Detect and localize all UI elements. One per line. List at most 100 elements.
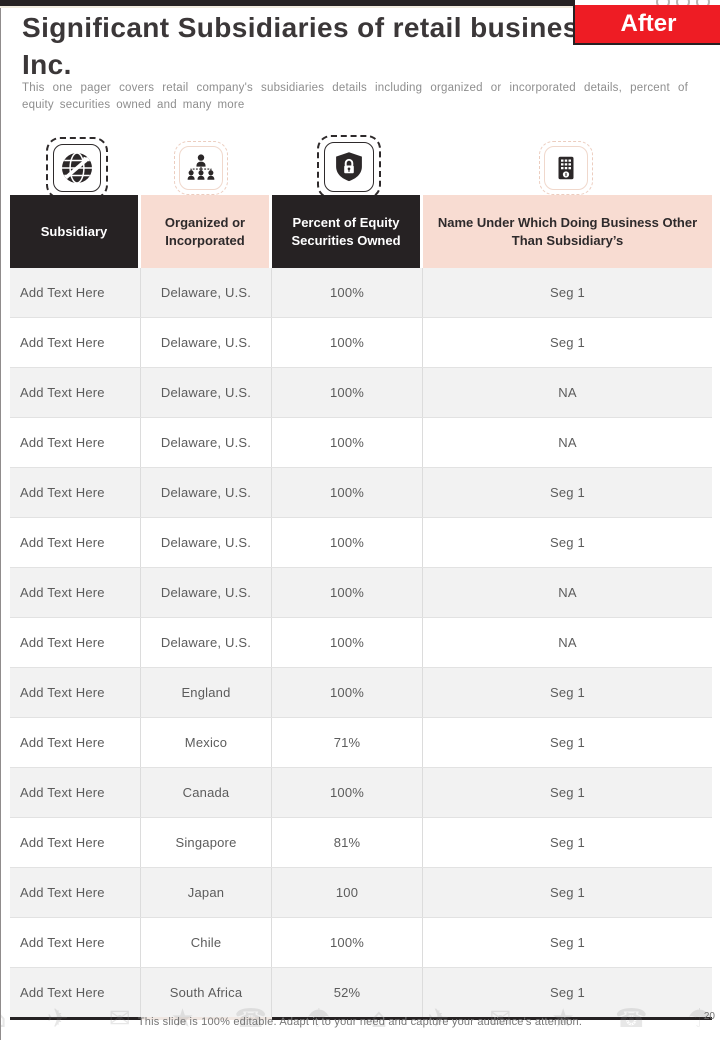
table-row: Add Text Here Delaware, U.S. 100% Seg 1	[10, 317, 712, 367]
cell-subsidiary-placeholder[interactable]: Add Text Here	[10, 918, 141, 967]
cell-subsidiary-placeholder[interactable]: Add Text Here	[10, 718, 141, 767]
watermark-icons: ⌂ ✈ ✉ ★ ☎ ☂ ⌂ ✈ ✉ ★ ☎ ☂ ⌂ ✈ ✉ ★ ☎ ☂ ⌂ ✈	[0, 1004, 720, 1034]
cell-percent: 100%	[272, 368, 423, 417]
page-title-line2: Inc.	[22, 49, 72, 81]
cell-percent: 81%	[272, 818, 423, 867]
bottom-border-segment	[272, 1017, 712, 1020]
cell-organized: Delaware, U.S.	[141, 568, 272, 617]
cell-subsidiary-placeholder[interactable]: Add Text Here	[10, 618, 141, 667]
footer-note: This slide is 100% editable. Adapt it to…	[137, 1016, 583, 1028]
cell-subsidiary-placeholder[interactable]: Add Text Here	[10, 968, 141, 1017]
table-row: Add Text Here Canada 100% Seg 1	[10, 767, 712, 817]
globe-plane-icon	[62, 152, 92, 184]
cell-subsidiary-placeholder[interactable]: Add Text Here	[10, 568, 141, 617]
cell-doing-business: Seg 1	[550, 985, 585, 1000]
column-header-organized: Organized or Incorporated	[141, 195, 272, 268]
table-row: Add Text Here Delaware, U.S. 100% NA	[10, 367, 712, 417]
cell-organized: Delaware, U.S.	[141, 418, 272, 467]
cell-subsidiary-placeholder[interactable]: Add Text Here	[10, 368, 141, 417]
shield-lock-icon	[336, 152, 362, 182]
cell-subsidiary-placeholder[interactable]: Add Text Here	[10, 818, 141, 867]
table-row: Add Text Here Delaware, U.S. 100% NA	[10, 617, 712, 667]
cell-organized: Canada	[141, 768, 272, 817]
after-badge: After	[573, 5, 720, 45]
shield-lock-icon	[317, 135, 381, 199]
cell-percent: 100%	[272, 768, 423, 817]
cell-organized: Delaware, U.S.	[141, 268, 272, 317]
top-bar-accent	[0, 6, 575, 8]
subsidiaries-table: Subsidiary Organized or Incorporated Per…	[10, 195, 712, 1020]
table-row: Add Text Here Delaware, U.S. 100% Seg 1	[10, 467, 712, 517]
column-header-doing-business: Name Under Which Doing Business Other Th…	[423, 195, 712, 268]
building-icon	[558, 156, 574, 180]
cell-percent: 52%	[272, 968, 423, 1017]
cell-percent: 100%	[272, 918, 423, 967]
org-hierarchy-icon	[187, 154, 215, 180]
table-row: Add Text Here Delaware, U.S. 100% NA	[10, 567, 712, 617]
cell-percent: 100%	[272, 568, 423, 617]
table-row: Add Text Here South Africa 52% Seg 1	[10, 967, 712, 1017]
cell-doing-business: Seg 1	[550, 335, 585, 350]
cell-subsidiary-placeholder[interactable]: Add Text Here	[10, 768, 141, 817]
cell-organized: Delaware, U.S.	[141, 318, 272, 367]
table-row: Add Text Here Delaware, U.S. 100% Seg 1	[10, 268, 712, 317]
cell-doing-business: NA	[558, 635, 577, 650]
cell-percent: 100	[272, 868, 423, 917]
cell-organized: Chile	[141, 918, 272, 967]
cell-organized: Japan	[141, 868, 272, 917]
cell-organized: Delaware, U.S.	[141, 368, 272, 417]
cell-subsidiary-placeholder[interactable]: Add Text Here	[10, 318, 141, 367]
cell-organized: Mexico	[141, 718, 272, 767]
cell-percent: 100%	[272, 668, 423, 717]
cell-organized: Delaware, U.S.	[141, 468, 272, 517]
cell-doing-business: NA	[558, 435, 577, 450]
cell-percent: 100%	[272, 518, 423, 567]
cell-doing-business: Seg 1	[550, 735, 585, 750]
globe-plane-icon	[46, 137, 108, 199]
page-title: Significant Subsidiaries of retail busin…	[22, 9, 635, 83]
cell-doing-business: Seg 1	[550, 835, 585, 850]
cell-doing-business: Seg 1	[550, 935, 585, 950]
cell-organized: South Africa	[141, 968, 272, 1017]
shield-lock-icon-frame	[324, 142, 374, 192]
globe-plane-icon-frame	[53, 144, 101, 192]
cell-subsidiary-placeholder[interactable]: Add Text Here	[10, 468, 141, 517]
page-title-line1: Significant Subsidiaries of retail busin…	[22, 12, 635, 43]
cell-organized: Delaware, U.S.	[141, 618, 272, 667]
cell-percent: 100%	[272, 268, 423, 317]
table-row: Add Text Here Chile 100% Seg 1	[10, 917, 712, 967]
cell-doing-business: Seg 1	[550, 285, 585, 300]
cell-percent: 100%	[272, 618, 423, 667]
cell-subsidiary-placeholder[interactable]: Add Text Here	[10, 868, 141, 917]
bottom-border-segment	[141, 1017, 272, 1020]
org-hierarchy-icon-frame	[179, 146, 223, 190]
cell-doing-business: Seg 1	[550, 485, 585, 500]
building-icon	[539, 141, 593, 195]
cell-percent: 71%	[272, 718, 423, 767]
after-badge-label: After	[620, 10, 677, 37]
top-bar	[0, 0, 575, 6]
table-row: Add Text Here Mexico 71% Seg 1	[10, 717, 712, 767]
column-header-subsidiary: Subsidiary	[10, 195, 141, 268]
table-body: Add Text Here Delaware, U.S. 100% Seg 1 …	[10, 268, 712, 1017]
cell-percent: 100%	[272, 318, 423, 367]
cell-percent: 100%	[272, 418, 423, 467]
column-header-percent: Percent of Equity Securities Owned	[272, 195, 423, 268]
org-hierarchy-icon	[174, 141, 228, 195]
cell-organized: Delaware, U.S.	[141, 518, 272, 567]
slide-left-edge	[0, 0, 1, 1040]
cell-subsidiary-placeholder[interactable]: Add Text Here	[10, 268, 141, 317]
page-subtitle: This one pager covers retail company's s…	[22, 82, 688, 111]
cell-subsidiary-placeholder[interactable]: Add Text Here	[10, 418, 141, 467]
table-row: Add Text Here Delaware, U.S. 100% Seg 1	[10, 517, 712, 567]
table-bottom-border	[10, 1017, 712, 1020]
cell-subsidiary-placeholder[interactable]: Add Text Here	[10, 668, 141, 717]
cell-doing-business: NA	[558, 385, 577, 400]
cell-percent: 100%	[272, 468, 423, 517]
cell-subsidiary-placeholder[interactable]: Add Text Here	[10, 518, 141, 567]
table-row: Add Text Here Singapore 81% Seg 1	[10, 817, 712, 867]
table-header-row: Subsidiary Organized or Incorporated Per…	[10, 195, 712, 268]
table-row: Add Text Here Delaware, U.S. 100% NA	[10, 417, 712, 467]
cell-organized: Singapore	[141, 818, 272, 867]
cell-doing-business: Seg 1	[550, 685, 585, 700]
